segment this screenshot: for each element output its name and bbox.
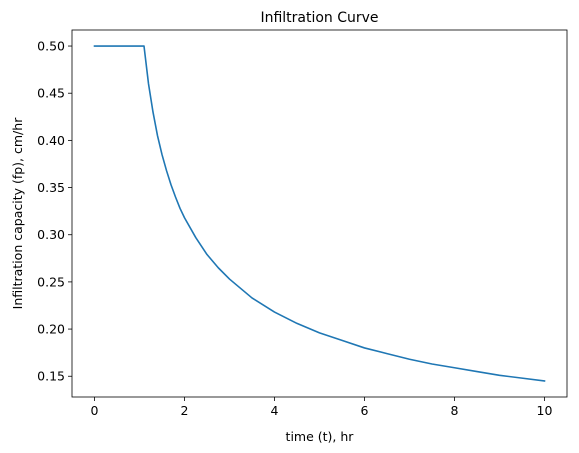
y-tick-label: 0.30 [37, 227, 65, 242]
x-tick-label: 10 [537, 403, 553, 418]
y-tick-label: 0.45 [37, 86, 65, 101]
y-tick-label: 0.35 [37, 180, 65, 195]
x-axis-label: time (t), hr [286, 429, 355, 444]
x-tick-label: 2 [181, 403, 189, 418]
y-tick-label: 0.40 [37, 133, 65, 148]
x-tick-label: 4 [271, 403, 279, 418]
x-axis-ticks: 0 2 4 6 8 10 [91, 397, 553, 418]
x-tick-label: 0 [91, 403, 99, 418]
series-line-0 [93, 45, 546, 382]
y-tick-label: 0.25 [37, 274, 65, 289]
y-tick-label: 0.50 [37, 39, 65, 54]
y-tick-label: 0.15 [37, 369, 65, 384]
x-tick-label: 8 [451, 403, 459, 418]
series-layer [93, 45, 546, 382]
y-tick-label: 0.20 [37, 322, 65, 337]
plot-background [72, 30, 567, 397]
y-axis-label: Infiltration capacity (fp), cm/hr [10, 117, 25, 310]
y-axis-ticks: 0.15 0.20 0.25 0.30 0.35 0.40 0.45 0.50 [37, 39, 72, 384]
plot-frame [71, 29, 568, 398]
chart-title: Infiltration Curve [260, 10, 378, 26]
x-tick-label: 6 [361, 403, 369, 418]
